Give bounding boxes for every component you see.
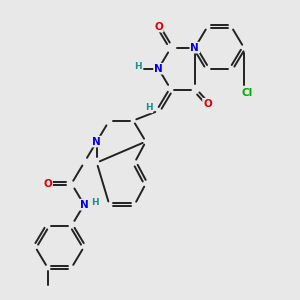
Text: Cl: Cl (241, 88, 252, 98)
Text: N: N (92, 136, 101, 147)
Text: H: H (91, 198, 99, 207)
Text: O: O (43, 178, 52, 189)
Text: H: H (145, 103, 152, 112)
Text: N: N (80, 200, 88, 210)
Text: N: N (154, 64, 163, 74)
Text: H: H (134, 62, 142, 71)
Text: N: N (190, 43, 199, 53)
Text: O: O (203, 99, 212, 109)
Text: O: O (154, 22, 163, 32)
